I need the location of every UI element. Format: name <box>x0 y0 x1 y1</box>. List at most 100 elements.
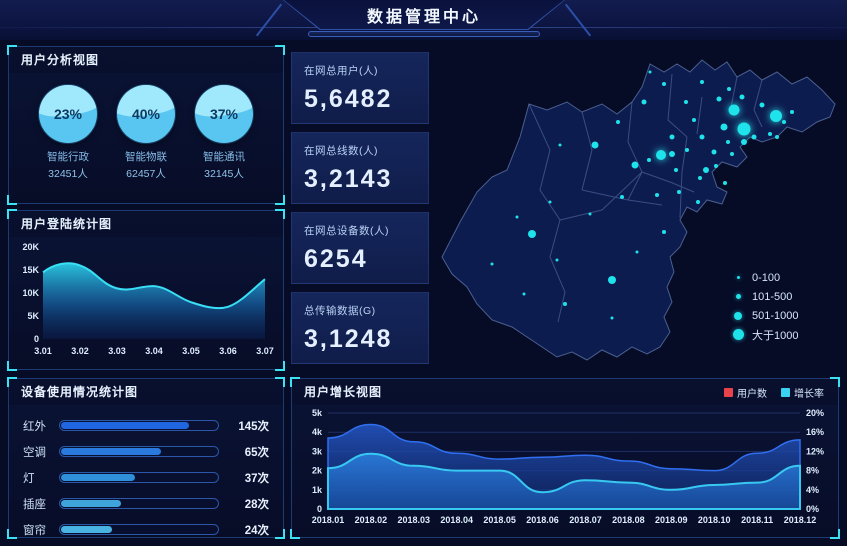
gauge-count: 32451人 <box>48 167 88 180</box>
stat-card-online-devices: 在网总设备数(人) 6254 <box>291 212 429 284</box>
bar-fill <box>61 526 112 533</box>
growth-y-axis-left: 0 1k 2k 3k 4k 5k <box>312 408 323 514</box>
bar-row: 窗帘 24次 <box>23 521 269 538</box>
gauge-percent: 40% <box>131 106 161 122</box>
svg-text:3.01: 3.01 <box>34 346 52 356</box>
stat-value: 6254 <box>304 245 368 273</box>
corner-decoration <box>7 45 17 55</box>
stat-label: 在网总线数(人) <box>304 145 378 157</box>
bar-value: 145次 <box>238 420 269 433</box>
gauge-label: 智能物联 <box>125 151 167 163</box>
growth-x-axis: 2018.01 2018.02 2018.03 2018.04 2018.05 … <box>312 515 817 525</box>
svg-text:1k: 1k <box>312 485 323 495</box>
legend-label: 用户数 <box>737 389 767 400</box>
svg-text:2018.06: 2018.06 <box>526 515 559 525</box>
legend-dot-icon <box>736 294 741 299</box>
stat-label: 在网总设备数(人) <box>304 225 389 237</box>
liquid-gauge-circle: 37% <box>195 85 253 143</box>
stat-value: 3,1248 <box>304 325 393 353</box>
liquid-gauge-circle: 23% <box>39 85 97 143</box>
svg-text:2018.07: 2018.07 <box>569 515 602 525</box>
bar-category: 空调 <box>23 446 46 459</box>
corner-decoration <box>290 377 300 387</box>
svg-text:2018.04: 2018.04 <box>440 515 473 525</box>
svg-text:2018.08: 2018.08 <box>612 515 645 525</box>
corner-decoration <box>275 529 285 539</box>
map-legend: 0-100 101-500 501-1000 大于1000 <box>732 268 799 344</box>
svg-text:3.05: 3.05 <box>182 346 200 356</box>
bar-track <box>59 498 219 509</box>
panel-user-analysis: 用户分析视图 23% 智能行政 32451人 40% 智能物联 62457人 3… <box>7 45 285 205</box>
growth-y-axis-right: 0% 4% 8% 12% 16% 20% <box>806 408 824 514</box>
legend-item-users[interactable]: 用户数 <box>724 385 767 400</box>
gauge-iot: 40% 智能物联 62457人 <box>111 85 181 181</box>
bar-category: 灯 <box>23 472 35 485</box>
svg-text:0%: 0% <box>806 504 819 514</box>
stat-card-online-lines: 在网总线数(人) 3,2143 <box>291 132 429 204</box>
bar-category: 红外 <box>23 420 46 433</box>
bar-track <box>59 420 219 431</box>
gauge-count: 62457人 <box>126 167 166 180</box>
bar-category: 窗帘 <box>23 524 46 537</box>
corner-decoration <box>7 195 17 205</box>
growth-area-chart: 0 1k 2k 3k 4k 5k 0% 4% 8% 12% 16% 20% 20… <box>312 408 824 525</box>
login-y-axis: 0 5K 10K 15K 20K <box>22 242 39 344</box>
map-legend-item: 501-1000 <box>732 306 799 325</box>
corner-decoration <box>7 209 17 219</box>
bar-category: 插座 <box>23 498 46 511</box>
login-line <box>42 262 266 310</box>
gauge-percent: 37% <box>209 106 239 122</box>
svg-text:3.03: 3.03 <box>108 346 126 356</box>
legend-dot-icon <box>737 276 740 279</box>
header-bar: 数据管理中心 <box>0 0 847 40</box>
svg-text:3.07: 3.07 <box>256 346 274 356</box>
corner-decoration <box>275 377 285 387</box>
gauge-admin: 23% 智能行政 32451人 <box>33 85 103 181</box>
stat-value: 5,6482 <box>304 85 393 113</box>
svg-text:3.04: 3.04 <box>145 346 163 356</box>
bar-value: 24次 <box>244 524 269 537</box>
liquid-gauge-circle: 40% <box>117 85 175 143</box>
svg-text:2k: 2k <box>312 466 323 476</box>
corner-decoration <box>830 377 840 387</box>
svg-text:16%: 16% <box>806 427 824 437</box>
panel-title-device-usage: 设备使用情况统计图 <box>9 379 283 405</box>
bar-track <box>59 446 219 457</box>
corner-decoration <box>7 377 17 387</box>
corner-decoration <box>7 529 17 539</box>
legend-dot-icon <box>733 329 744 340</box>
stat-label: 在网总用户(人) <box>304 65 378 77</box>
bar-row: 空调 65次 <box>23 443 269 460</box>
stat-value: 3,2143 <box>304 165 393 193</box>
gauge-group: 23% 智能行政 32451人 40% 智能物联 62457人 37% 智能通讯… <box>9 73 283 181</box>
legend-item-rate[interactable]: 增长率 <box>781 385 824 400</box>
svg-text:2018.02: 2018.02 <box>355 515 388 525</box>
bar-value: 37次 <box>244 472 269 485</box>
svg-text:0: 0 <box>34 334 39 344</box>
panel-user-growth: 用户增长视图 用户数 增长率 <box>290 377 840 539</box>
svg-text:15K: 15K <box>22 265 39 275</box>
bar-row: 灯 37次 <box>23 469 269 486</box>
svg-text:2018.03: 2018.03 <box>398 515 431 525</box>
svg-text:2018.01: 2018.01 <box>312 515 345 525</box>
login-area-fill <box>43 263 265 339</box>
corner-decoration <box>7 361 17 371</box>
growth-chart-legend: 用户数 增长率 <box>724 385 824 400</box>
legend-label: 0-100 <box>752 271 781 284</box>
svg-text:10K: 10K <box>22 288 39 298</box>
region-map: 0-100 101-500 501-1000 大于1000 <box>432 42 842 376</box>
gauge-label: 智能行政 <box>47 151 89 163</box>
corner-decoration <box>290 529 300 539</box>
header-rail-decoration <box>308 31 540 37</box>
gauge-count: 32145人 <box>204 167 244 180</box>
title-trapezoid-inner: 数据管理中心 <box>284 0 564 29</box>
bar-track <box>59 524 219 535</box>
map-legend-item: 101-500 <box>732 287 799 306</box>
legend-label: 501-1000 <box>752 309 799 322</box>
svg-text:12%: 12% <box>806 446 824 456</box>
corner-decoration <box>275 209 285 219</box>
panel-device-usage: 设备使用情况统计图 红外 145次 空调 65次 灯 37次 插座 28次 窗帘… <box>7 377 285 539</box>
svg-text:2018.05: 2018.05 <box>483 515 516 525</box>
legend-label: 大于1000 <box>752 329 799 342</box>
panel-title-user-analysis: 用户分析视图 <box>9 47 283 73</box>
